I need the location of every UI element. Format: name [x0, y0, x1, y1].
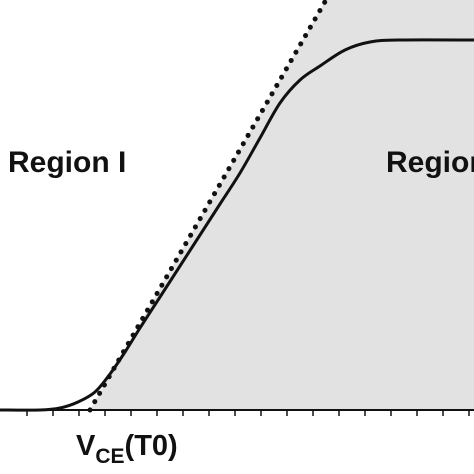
vce-subscript: CE: [95, 445, 124, 468]
region-2-label: Region: [386, 146, 474, 179]
solid-curve-series: [0, 38, 474, 412]
x-axis-ticks: [26, 410, 470, 416]
region-2-shaded-area: [90, 0, 474, 410]
vce-main: V: [76, 430, 96, 462]
vce-rest: (T0): [125, 430, 178, 462]
vce-t0-label: VCE(T0): [76, 430, 178, 468]
dotted-asymptote-series: [87, 0, 329, 413]
region-1-label: Region I: [8, 146, 126, 179]
